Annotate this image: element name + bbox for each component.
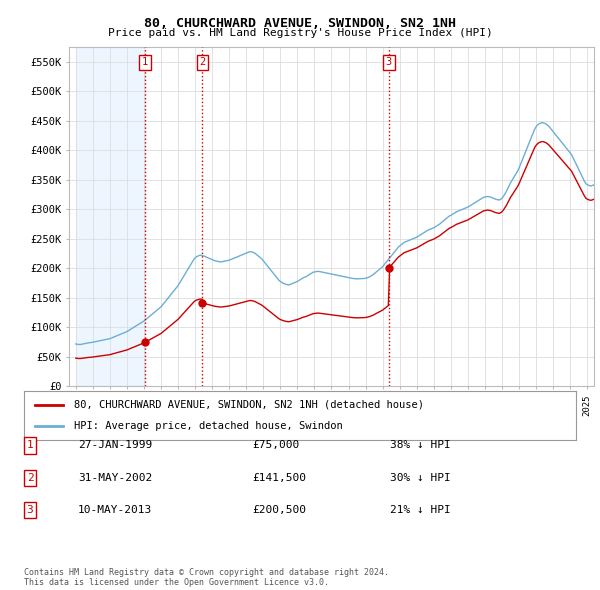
Text: 21% ↓ HPI: 21% ↓ HPI <box>390 506 451 515</box>
Text: Price paid vs. HM Land Registry's House Price Index (HPI): Price paid vs. HM Land Registry's House … <box>107 28 493 38</box>
Text: £75,000: £75,000 <box>252 441 299 450</box>
Text: 38% ↓ HPI: 38% ↓ HPI <box>390 441 451 450</box>
Text: 31-MAY-2002: 31-MAY-2002 <box>78 473 152 483</box>
Text: 2: 2 <box>199 57 205 67</box>
Text: £141,500: £141,500 <box>252 473 306 483</box>
Text: Contains HM Land Registry data © Crown copyright and database right 2024.
This d: Contains HM Land Registry data © Crown c… <box>24 568 389 587</box>
Text: 27-JAN-1999: 27-JAN-1999 <box>78 441 152 450</box>
Text: 1: 1 <box>142 57 148 67</box>
Text: 80, CHURCHWARD AVENUE, SWINDON, SN2 1NH: 80, CHURCHWARD AVENUE, SWINDON, SN2 1NH <box>144 17 456 30</box>
Text: 3: 3 <box>386 57 392 67</box>
Text: 80, CHURCHWARD AVENUE, SWINDON, SN2 1NH (detached house): 80, CHURCHWARD AVENUE, SWINDON, SN2 1NH … <box>74 399 424 409</box>
Text: 30% ↓ HPI: 30% ↓ HPI <box>390 473 451 483</box>
Text: £200,500: £200,500 <box>252 506 306 515</box>
Bar <box>76 47 145 386</box>
Text: 1: 1 <box>26 441 34 450</box>
Text: 10-MAY-2013: 10-MAY-2013 <box>78 506 152 515</box>
Text: HPI: Average price, detached house, Swindon: HPI: Average price, detached house, Swin… <box>74 421 343 431</box>
Text: 2: 2 <box>26 473 34 483</box>
Text: 3: 3 <box>26 506 34 515</box>
